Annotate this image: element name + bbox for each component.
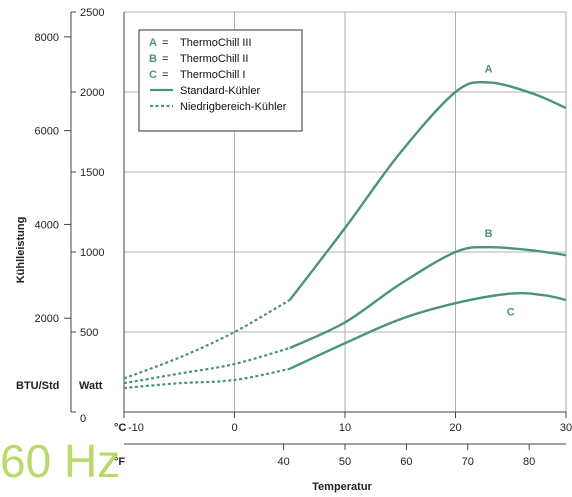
legend-key-c: C xyxy=(149,69,157,81)
legend-label: ThermoChill I xyxy=(180,69,245,81)
series-b-label: B xyxy=(485,228,493,240)
legend-label: Standard-Kühler xyxy=(180,85,260,97)
legend-equals: = xyxy=(162,69,168,81)
legend-box xyxy=(138,29,303,132)
legend-label: ThermoChill III xyxy=(180,37,252,49)
watt-tick-label: 1500 xyxy=(80,167,104,179)
legend-label: ThermoChill II xyxy=(180,53,248,65)
series-a-label: A xyxy=(485,63,493,75)
celsius-tick-label: 10 xyxy=(339,422,351,434)
btu-tick-label: 8000 xyxy=(35,32,59,44)
btu-tick-label: 2000 xyxy=(35,313,59,325)
legend-key-a: A xyxy=(149,37,157,49)
fahrenheit-tick-label: 60 xyxy=(400,456,412,468)
fahrenheit-unit-label: °F xyxy=(114,456,125,468)
celsius-tick-label: 20 xyxy=(449,422,461,434)
frequency-label: 60 Hz xyxy=(0,435,121,487)
legend-label: Niedrigbereich-Kühler xyxy=(180,101,287,113)
watt-tick-label: 0 xyxy=(80,413,86,425)
celsius-tick-label: 0 xyxy=(231,422,237,434)
legend: A = ThermoChill III B = ThermoChill II C = Therm… xyxy=(138,29,303,132)
series-a-standard-line xyxy=(288,80,567,301)
watt-tick-label: 2000 xyxy=(80,87,104,99)
celsius-tick-label: -10 xyxy=(128,422,144,434)
legend-equals: = xyxy=(162,53,168,65)
series-b-standard-line xyxy=(289,245,567,350)
btu-tick-label: 4000 xyxy=(35,219,59,231)
chart-axes xyxy=(64,11,567,450)
tick-labels: 0 500 1000 1500 2000 2500 2000 4000 6000 8000 -10 0… xyxy=(35,7,572,468)
watt-tick-label: 2500 xyxy=(80,7,104,19)
watt-unit-label: Watt xyxy=(79,380,103,392)
series-b-low-range-line xyxy=(123,346,291,385)
watt-tick-label: 1000 xyxy=(80,247,104,259)
watt-tick-label: 500 xyxy=(80,327,98,339)
fahrenheit-tick-label: 40 xyxy=(277,456,289,468)
celsius-tick-label: 30 xyxy=(560,422,572,434)
series-c-label: C xyxy=(507,307,515,319)
x-axis-label: Temperatur xyxy=(312,481,372,493)
fahrenheit-tick-label: 50 xyxy=(339,456,351,468)
legend-key-b: B xyxy=(149,53,157,65)
series-c-standard-line xyxy=(289,291,567,370)
y-axis-label: Kühlleistung xyxy=(15,217,27,284)
btu-unit-label: BTU/Std xyxy=(16,380,59,392)
btu-tick-label: 6000 xyxy=(35,126,59,138)
celsius-unit-label: °C xyxy=(114,422,126,434)
fahrenheit-tick-label: 70 xyxy=(462,456,474,468)
series-c-low-range-line xyxy=(123,367,291,390)
fahrenheit-tick-label: 80 xyxy=(523,456,535,468)
legend-equals: = xyxy=(162,37,168,49)
chart-series: A B C xyxy=(123,63,567,390)
series-a-low-range-line xyxy=(123,299,291,380)
